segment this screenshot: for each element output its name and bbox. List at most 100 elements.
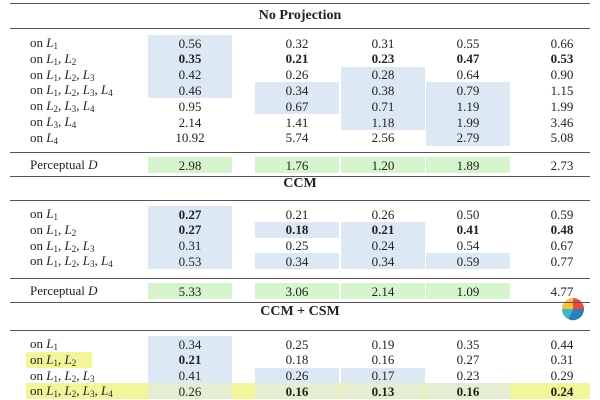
cell-value: 0.44 — [550, 336, 574, 352]
cell-value: 1.19 — [456, 98, 480, 114]
cell-highlight — [426, 157, 510, 173]
cell-value: 1.41 — [285, 114, 309, 130]
cell-highlight — [148, 237, 232, 254]
cell-highlight — [341, 66, 425, 83]
cell-value: 0.16 — [371, 352, 395, 368]
cell-value: 2.73 — [550, 157, 574, 173]
cell-value: 0.48 — [550, 222, 574, 238]
cell-value: 2.98 — [178, 157, 202, 173]
cell-value: 0.28 — [371, 67, 395, 83]
cell-highlight — [341, 157, 425, 173]
cell-value: 0.67 — [550, 238, 574, 254]
cell-value: 0.41 — [456, 222, 480, 238]
section-rule — [10, 152, 590, 153]
cell-value: 5.74 — [285, 130, 309, 146]
cell-value: 5.08 — [550, 130, 574, 146]
cell-highlight — [148, 336, 232, 352]
cell-value: 0.21 — [285, 51, 309, 67]
cell-highlight — [148, 253, 232, 270]
cell-value: 0.27 — [178, 222, 202, 238]
cell-highlight — [426, 98, 510, 114]
section-title: No Projection — [258, 8, 342, 23]
cell-value: 0.17 — [371, 368, 395, 384]
cell-value: 0.21 — [371, 222, 395, 238]
cell-value: 0.27 — [178, 206, 202, 222]
cell-highlight — [255, 367, 339, 384]
cell-highlight — [341, 253, 425, 270]
cell-value: 0.55 — [456, 35, 480, 51]
cell-value: 0.13 — [371, 383, 395, 399]
label-highlight — [26, 351, 92, 368]
cell-value: 0.31 — [550, 352, 574, 368]
cell-value: 3.46 — [550, 114, 574, 130]
section-rule — [10, 28, 590, 29]
cell-value: 0.24 — [371, 238, 395, 254]
cell-value: 0.46 — [178, 82, 202, 98]
cell-value: 0.19 — [371, 336, 395, 352]
cell-value: 0.59 — [550, 206, 574, 222]
row-label: on L1 — [30, 206, 58, 222]
cell-highlight — [148, 383, 232, 400]
cell-highlight — [148, 367, 232, 384]
cell-value: 2.14 — [371, 283, 395, 299]
cell-value: 0.50 — [456, 206, 480, 222]
cell-value: 10.92 — [175, 130, 205, 146]
cell-highlight — [148, 82, 232, 99]
cell-value: 0.34 — [285, 253, 309, 269]
cell-value: 0.25 — [285, 238, 309, 254]
cell-value: 0.23 — [371, 51, 395, 67]
cell-value: 0.53 — [178, 253, 202, 269]
cell-value: 0.54 — [456, 238, 480, 254]
top-rule — [10, 3, 590, 4]
cell-value: 0.90 — [550, 67, 574, 83]
cell-highlight — [148, 50, 232, 67]
row-label: on L1, L2 — [30, 221, 77, 238]
cell-highlight — [148, 283, 232, 299]
cell-value: 4.77 — [550, 283, 574, 299]
cell-value: 0.66 — [550, 35, 574, 51]
row-label: on L1, L2 — [30, 50, 77, 67]
cell-value: 0.26 — [285, 67, 309, 83]
cell-value: 0.32 — [285, 35, 309, 51]
cell-value: 0.38 — [371, 82, 395, 98]
cell-highlight — [426, 253, 510, 270]
row-label: on L4 — [30, 129, 58, 146]
section-title: CCM + CSM — [260, 304, 340, 319]
row-label: on L1, L2, L3 — [30, 66, 95, 83]
row-label: on L1, L2, L3, L4 — [30, 253, 113, 270]
cell-value: 2.79 — [456, 130, 480, 146]
cell-value: 1.99 — [550, 98, 574, 114]
cell-value: 0.16 — [456, 383, 480, 399]
cell-value: 0.29 — [550, 368, 574, 384]
cell-value: 0.53 — [550, 51, 574, 67]
section-title: CCM — [283, 176, 317, 191]
cell-highlight — [341, 98, 425, 114]
cell-value: 1.20 — [371, 157, 395, 173]
cell-value: 0.21 — [178, 352, 202, 368]
cell-value: 0.25 — [285, 336, 309, 352]
cell-highlight — [426, 82, 510, 99]
cell-highlight — [426, 114, 510, 130]
cell-highlight — [426, 129, 510, 146]
cell-value: 0.77 — [550, 253, 574, 269]
cell-value: 0.26 — [371, 206, 395, 222]
cell-highlight — [341, 283, 425, 299]
cell-highlight — [341, 367, 425, 384]
section-rule — [10, 176, 590, 177]
cell-value: 0.31 — [371, 35, 395, 51]
cell-highlight — [255, 383, 339, 400]
cell-value: 0.35 — [456, 336, 480, 352]
cell-highlight — [341, 383, 425, 400]
cell-value: 0.16 — [285, 383, 309, 399]
cell-value: 0.23 — [456, 368, 480, 384]
cell-value: 0.67 — [285, 98, 309, 114]
cell-value: 0.26 — [285, 368, 309, 384]
cell-value: 0.31 — [178, 238, 202, 254]
section-rule — [10, 302, 590, 303]
cell-value: 0.35 — [178, 51, 202, 67]
cell-value: 0.34 — [285, 82, 309, 98]
cell-value: 0.95 — [178, 98, 202, 114]
row-label: on L1, L2, L3, L4 — [30, 82, 113, 99]
cell-value: 3.06 — [285, 283, 309, 299]
